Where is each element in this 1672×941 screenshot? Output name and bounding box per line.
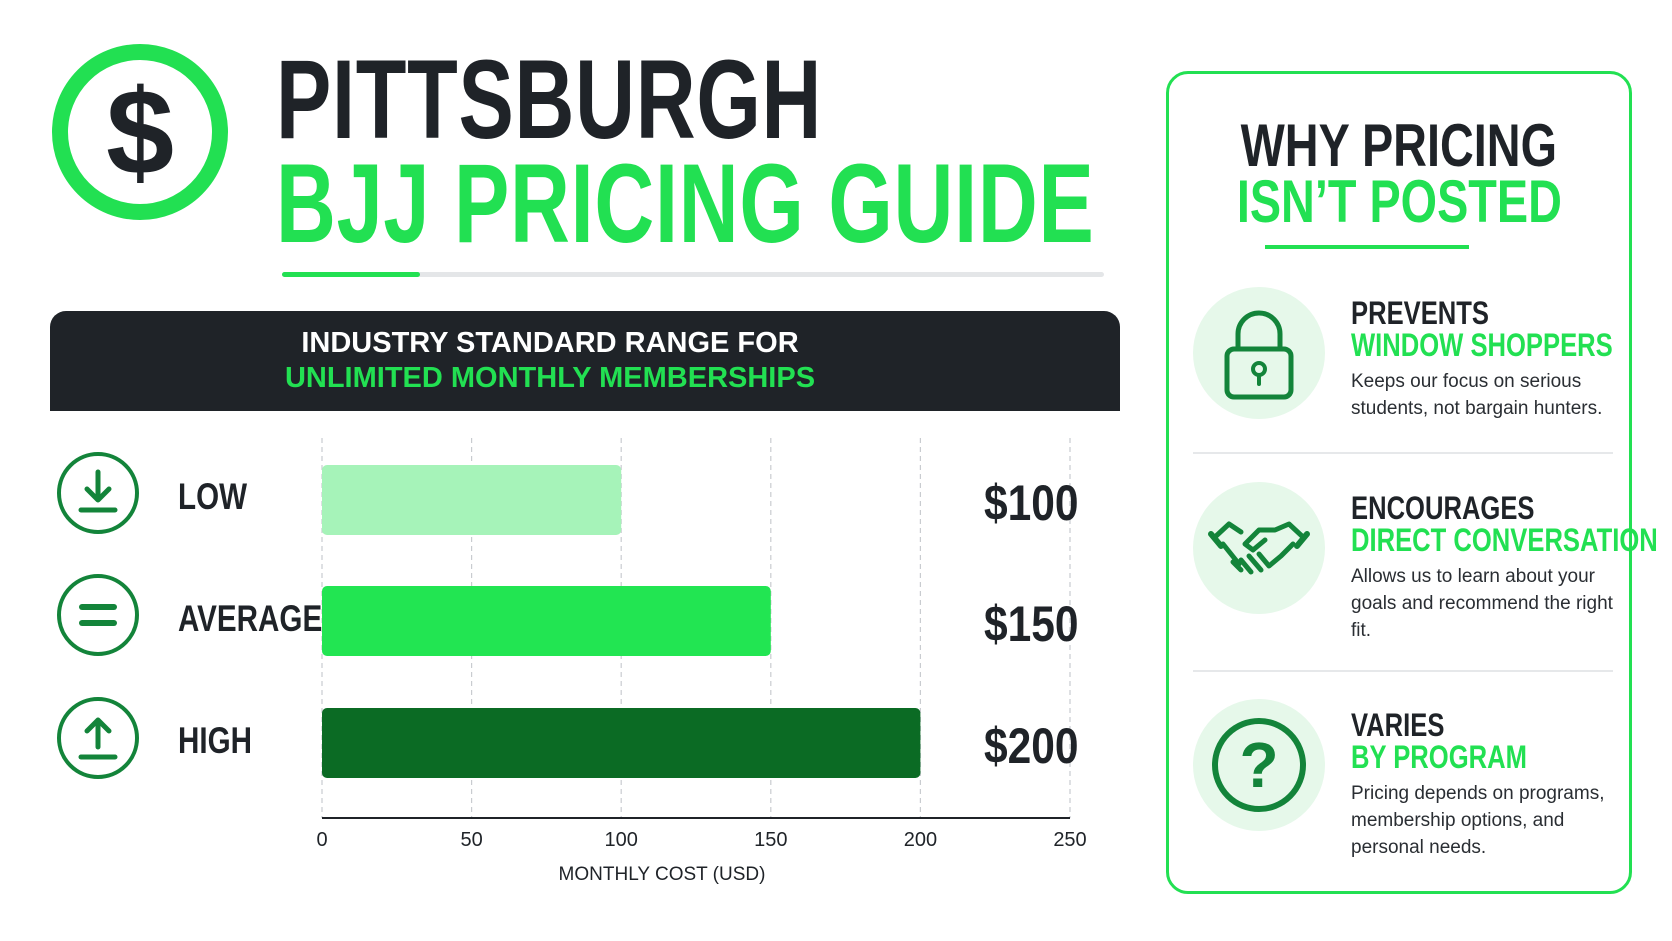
reason-heading-2: DIRECT CONVERSATION [1351, 522, 1658, 558]
question-mark-icon: ? [1193, 699, 1325, 831]
svg-text:$: $ [106, 64, 174, 200]
x-tick-label: 200 [904, 829, 937, 851]
reason-heading-2: WINDOW SHOPPERS [1351, 327, 1613, 363]
category-label-high: HIGH [178, 720, 252, 761]
reason-heading-1: PREVENTS [1351, 295, 1489, 331]
value-label-high: $200 [984, 718, 1079, 774]
reason-heading-1: ENCOURAGES [1351, 490, 1535, 526]
page-title-line2: BJJ PRICING GUIDE [276, 141, 1095, 266]
bar-high [322, 708, 921, 778]
divider [1193, 452, 1613, 454]
title-underline-accent [282, 272, 420, 277]
dollar-sign-icon: $ [50, 42, 230, 222]
divider [1193, 670, 1613, 672]
reason-description: Keeps our focus on serious students, not… [1351, 371, 1603, 419]
x-tick-label: 150 [754, 829, 787, 851]
title-underline-track [282, 272, 1104, 277]
banner-line1: INDUSTRY STANDARD RANGE FOR [301, 327, 799, 359]
x-tick-label: 100 [605, 829, 638, 851]
handshake-icon [1193, 482, 1325, 614]
x-tick-label: 0 [316, 829, 327, 851]
svg-text:?: ? [1239, 729, 1278, 801]
reason-heading-2: BY PROGRAM [1351, 739, 1527, 775]
bar-average [322, 586, 771, 656]
equals-icon [55, 572, 141, 663]
page-title-line1: PITTSBURGH [276, 37, 823, 162]
category-label-low: LOW [178, 476, 248, 517]
value-label-average: $150 [984, 596, 1079, 652]
x-tick-label: 50 [460, 829, 482, 851]
reason-item: PREVENTS WINDOW SHOPPERS Keeps our focus… [1169, 284, 1629, 504]
value-label-low: $100 [984, 475, 1079, 531]
range-banner: INDUSTRY STANDARD RANGE FOR UNLIMITED MO… [50, 311, 1120, 411]
x-tick-label: 250 [1053, 829, 1086, 851]
panel-title-line2: ISN’T POSTED [1236, 168, 1562, 235]
reason-heading-1: VARIES [1351, 707, 1445, 743]
upload-icon [55, 695, 141, 786]
category-label-average: AVERAGE [178, 598, 323, 639]
reason-description: Allows us to learn about your goals and … [1351, 566, 1613, 641]
reason-description: Pricing depends on programs, membership … [1351, 783, 1605, 858]
banner-line2: UNLIMITED MONTHLY MEMBERSHIPS [284, 362, 816, 394]
panel-title-line1: WHY PRICING [1240, 112, 1558, 179]
reason-item: ? VARIES BY PROGRAM Pricing depends on p… [1169, 696, 1629, 896]
panel-title-rule [1265, 245, 1469, 249]
why-pricing-panel: WHY PRICING ISN’T POSTED PREVENTS WINDOW… [1166, 71, 1658, 896]
x-axis-label: MONTHLY COST (USD) [559, 864, 766, 885]
download-icon [55, 450, 141, 541]
bar-low [322, 465, 622, 535]
padlock-icon [1193, 287, 1325, 419]
reason-item: ENCOURAGES DIRECT CONVERSATION Allows us… [1169, 479, 1658, 709]
